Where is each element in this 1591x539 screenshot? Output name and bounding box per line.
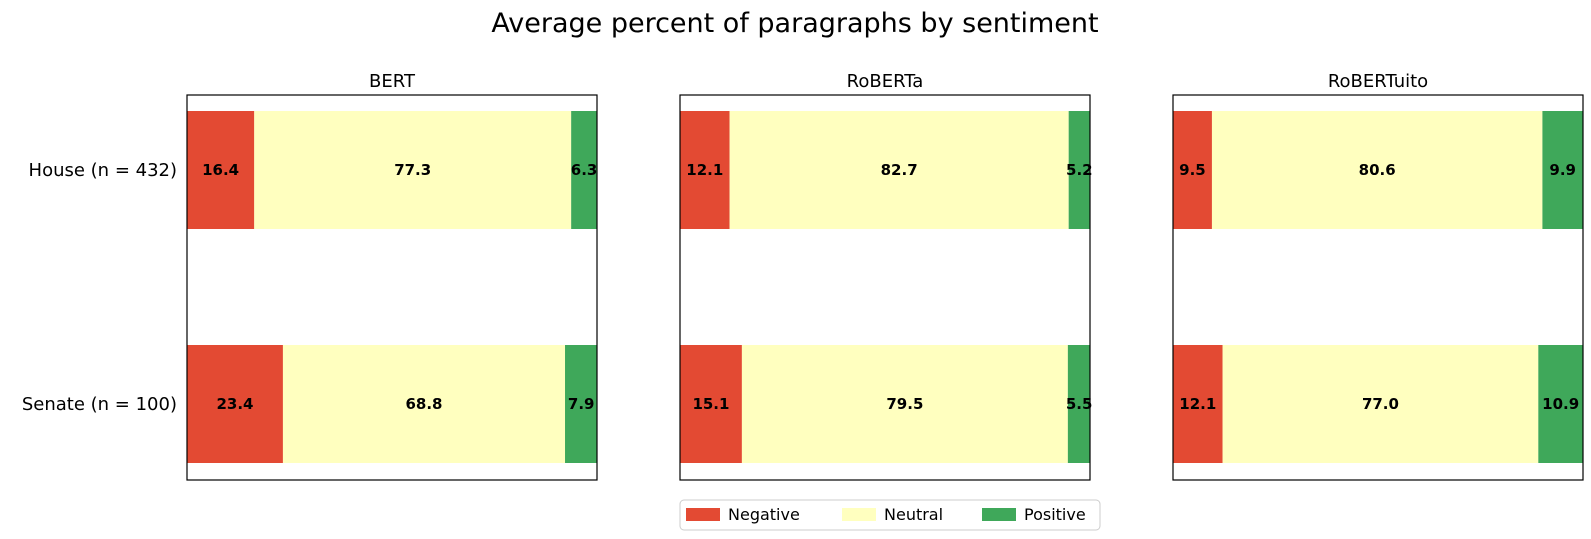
- bar-neutral-senate: [741, 345, 1068, 463]
- bar-positive-senate: [1538, 345, 1583, 463]
- data-label: 16.4: [202, 161, 239, 179]
- data-label: 12.1: [686, 161, 723, 179]
- panel-title: RoBERTuito: [1328, 71, 1428, 92]
- legend-label-negative: Negative: [728, 505, 800, 524]
- panels: BERT 16.4 77.3 6.3 23.4 68.8 7.9 RoBERTa 12.1 82.…: [186, 71, 1584, 481]
- panel-bert: BERT 16.4 77.3 6.3 23.4 68.8 7.9: [186, 71, 598, 481]
- panel-title: RoBERTa: [847, 71, 924, 92]
- legend-frame: [679, 499, 1101, 531]
- bar-positive-house: [571, 111, 597, 229]
- legend-label-positive: Positive: [1024, 505, 1086, 524]
- bar-negative-house: [680, 111, 730, 229]
- panel-title: BERT: [369, 71, 416, 92]
- data-label: 5.5: [1066, 395, 1093, 413]
- axes-frame: [679, 94, 1091, 481]
- bar-negative-house: [1173, 111, 1212, 229]
- data-label: 12.1: [1179, 395, 1216, 413]
- legend-swatch-neutral: [842, 508, 876, 521]
- data-label: 9.5: [1179, 161, 1206, 179]
- legend-label-neutral: Neutral: [884, 505, 943, 524]
- bar-neutral-senate: [1222, 345, 1539, 463]
- data-label: 7.9: [568, 395, 595, 413]
- panel-roberta: RoBERTa 12.1 82.7 5.2 15.1 79.5 5.5: [679, 71, 1093, 481]
- axes-frame: [186, 94, 598, 481]
- data-label: 79.5: [886, 395, 923, 413]
- data-label: 9.9: [1549, 161, 1576, 179]
- bar-negative-house: [187, 111, 255, 229]
- legend-swatch-negative: [686, 508, 720, 521]
- data-label: 82.7: [881, 161, 918, 179]
- data-label: 68.8: [405, 395, 442, 413]
- y-axis-labels: House (n = 432) Senate (n = 100): [22, 160, 177, 415]
- data-label: 10.9: [1542, 395, 1579, 413]
- bar-positive-senate: [1067, 345, 1091, 463]
- axes-frame: [1172, 94, 1584, 481]
- chart-title: Average percent of paragraphs by sentime…: [491, 8, 1098, 39]
- legend-swatch-positive: [982, 508, 1016, 521]
- bar-neutral-house: [729, 111, 1069, 229]
- data-label: 5.2: [1066, 161, 1093, 179]
- legend: Negative Neutral Positive: [679, 499, 1101, 531]
- data-label: 6.3: [571, 161, 598, 179]
- data-label: 77.0: [1362, 395, 1399, 413]
- bar-neutral-senate: [282, 345, 566, 463]
- panel-robertuito: RoBERTuito 9.5 80.6 9.9 12.1 77.0 10.9: [1172, 71, 1584, 481]
- category-label-house: House (n = 432): [29, 160, 177, 181]
- bar-neutral-house: [1211, 111, 1543, 229]
- bar-negative-senate: [1173, 345, 1223, 463]
- bar-negative-senate: [187, 345, 283, 463]
- data-label: 77.3: [394, 161, 431, 179]
- data-label: 80.6: [1359, 161, 1396, 179]
- data-label: 15.1: [692, 395, 729, 413]
- bar-positive-house: [1068, 111, 1090, 229]
- bar-positive-house: [1542, 111, 1583, 229]
- bar-positive-senate: [565, 345, 598, 463]
- bar-neutral-house: [254, 111, 572, 229]
- data-label: 23.4: [216, 395, 253, 413]
- bar-negative-senate: [680, 345, 742, 463]
- category-label-senate: Senate (n = 100): [22, 394, 177, 415]
